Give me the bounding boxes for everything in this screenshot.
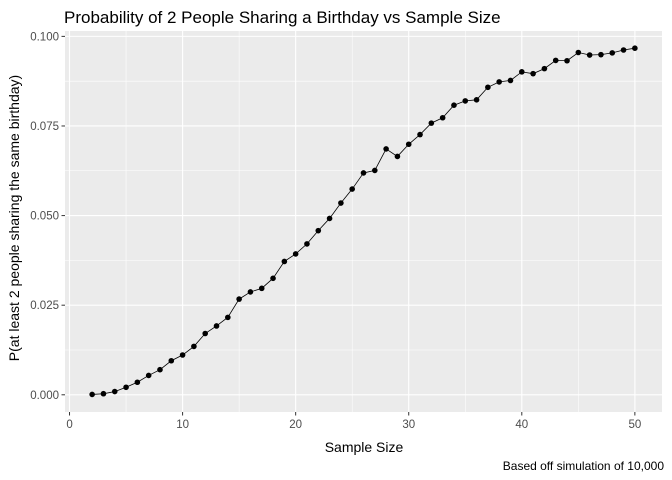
data-point <box>157 366 163 373</box>
data-point <box>292 251 299 257</box>
data-point <box>632 45 638 52</box>
data-point <box>383 146 389 152</box>
data-point <box>428 120 435 126</box>
y-axis-title: P(at least 2 people sharing the same bir… <box>6 75 22 361</box>
data-point <box>439 114 446 121</box>
data-point <box>202 330 209 337</box>
x-tick-label: 10 <box>176 419 189 431</box>
data-point <box>485 84 491 91</box>
data-point <box>123 384 129 391</box>
data-point <box>552 57 559 64</box>
data-point <box>326 215 333 222</box>
data-point <box>564 57 570 64</box>
y-tick-label: 0.075 <box>30 121 59 133</box>
x-axis-title: Sample Size <box>325 439 404 455</box>
data-point <box>417 131 423 138</box>
data-point <box>225 314 231 321</box>
data-point <box>179 352 186 358</box>
chart-title: Probability of 2 People Sharing a Birthd… <box>64 8 501 27</box>
y-tick-label: 0.000 <box>30 390 59 402</box>
data-point <box>518 69 525 75</box>
data-point <box>496 79 502 85</box>
data-point <box>111 388 118 395</box>
y-tick-label: 0.025 <box>30 300 59 312</box>
data-point <box>270 275 276 282</box>
data-point <box>360 170 367 176</box>
data-point <box>168 357 175 364</box>
data-point <box>586 52 593 58</box>
data-point <box>247 289 254 295</box>
data-point <box>451 102 457 108</box>
data-point <box>462 98 469 104</box>
data-point <box>258 285 265 292</box>
x-tick-label: 40 <box>515 419 528 431</box>
data-point <box>349 186 355 192</box>
data-point <box>191 343 197 350</box>
data-point <box>134 379 141 386</box>
data-series <box>89 45 638 398</box>
data-point <box>281 258 288 265</box>
data-point <box>236 296 242 302</box>
y-tick-label: 0.100 <box>30 31 59 43</box>
chart-caption: Based off simulation of 10,000 <box>503 459 665 473</box>
gridlines <box>65 31 662 412</box>
data-point <box>405 141 412 148</box>
data-point <box>100 390 107 397</box>
data-point <box>541 65 548 72</box>
axes: 0 10 20 30 40 50 0.000 0.025 0.050 0.075 0.100 <box>30 31 641 431</box>
data-point <box>394 153 401 160</box>
plot-panel <box>65 31 662 412</box>
data-point <box>304 241 310 247</box>
data-point <box>338 200 344 206</box>
data-point <box>473 97 480 103</box>
x-tick-label: 20 <box>289 419 302 431</box>
y-tick-label: 0.050 <box>30 211 59 223</box>
data-point <box>530 70 536 77</box>
data-point <box>598 51 604 58</box>
data-point <box>89 391 95 398</box>
x-tick-label: 30 <box>402 419 415 431</box>
data-point <box>620 47 627 53</box>
x-tick-label: 50 <box>628 419 641 431</box>
data-point <box>213 323 220 329</box>
data-point <box>145 372 152 379</box>
data-point <box>507 77 514 84</box>
data-point <box>315 227 322 234</box>
data-point <box>609 50 616 56</box>
data-point <box>575 49 582 56</box>
x-tick-label: 0 <box>66 419 72 431</box>
data-point <box>372 167 378 174</box>
